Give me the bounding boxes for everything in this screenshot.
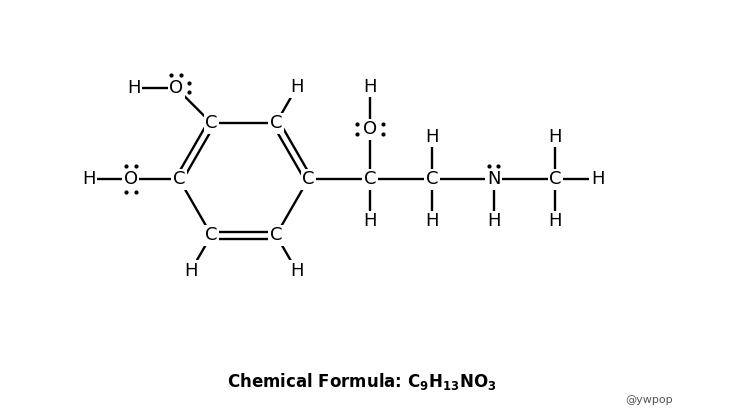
Text: H: H <box>425 128 438 146</box>
Text: C: C <box>205 226 217 244</box>
Text: H: H <box>591 170 605 188</box>
Text: O: O <box>124 170 138 188</box>
Text: O: O <box>169 79 183 97</box>
Text: N: N <box>487 170 500 188</box>
Text: C: C <box>173 170 185 188</box>
Text: H: H <box>363 212 377 231</box>
Text: Chemical Formula: $\mathbf{C_9H_{13}NO_3}$: Chemical Formula: $\mathbf{C_9H_{13}NO_3… <box>226 372 496 392</box>
Text: O: O <box>363 120 378 138</box>
Text: C: C <box>364 170 376 188</box>
Text: C: C <box>426 170 438 188</box>
Text: C: C <box>549 170 562 188</box>
Text: H: H <box>127 79 141 97</box>
Text: C: C <box>302 170 314 188</box>
Text: C: C <box>205 114 217 132</box>
Text: H: H <box>548 128 562 146</box>
Text: H: H <box>363 78 377 96</box>
Text: H: H <box>548 212 562 231</box>
Text: C: C <box>270 114 282 132</box>
Text: H: H <box>487 212 500 231</box>
Text: H: H <box>82 170 96 188</box>
Text: @ywpop: @ywpop <box>625 395 673 405</box>
Text: H: H <box>290 78 303 96</box>
Text: C: C <box>270 226 282 244</box>
Text: H: H <box>184 262 198 280</box>
Text: H: H <box>290 262 303 280</box>
Text: H: H <box>425 212 438 231</box>
